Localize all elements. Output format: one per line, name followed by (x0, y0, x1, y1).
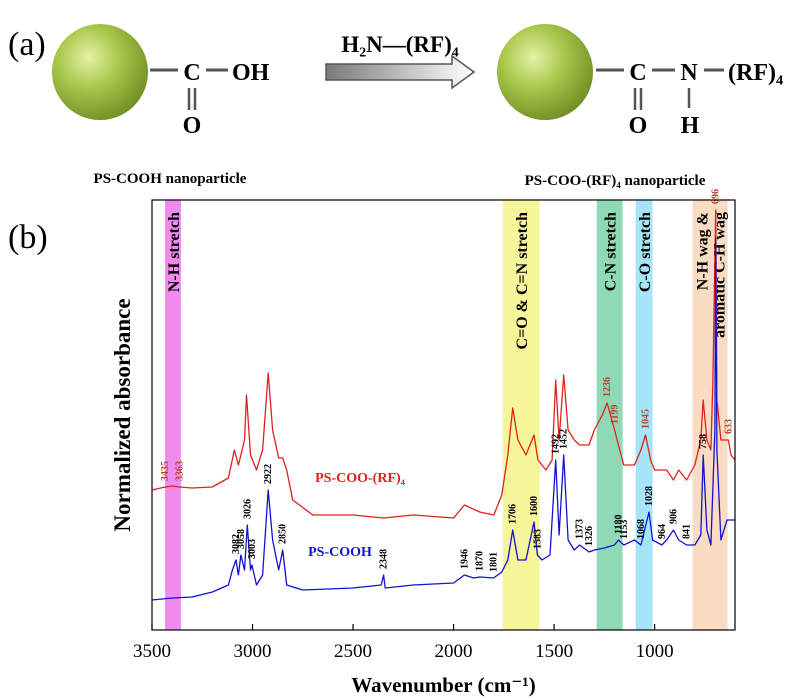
nanoparticle (497, 24, 593, 120)
band (692, 200, 728, 630)
atom: N (680, 60, 698, 86)
peak-label: 3435 (160, 461, 171, 481)
peak-label: 906 (668, 509, 679, 524)
peak-label: 1180 (613, 515, 624, 534)
y-axis-title: Normalized absorbance (110, 298, 135, 531)
peak-label: 1946 (459, 549, 470, 569)
x-axis-title: Wavenumber (cm⁻¹) (351, 673, 535, 697)
peak-label: 1199 (610, 405, 621, 424)
caption: PS-COOH nanoparticle (94, 171, 247, 187)
plot-frame (151, 199, 736, 631)
peak-label: 841 (682, 524, 693, 539)
peak-label: 964 (657, 524, 668, 539)
atom: O (183, 113, 202, 139)
peak-label: 1045 (641, 409, 652, 429)
peak-label: 1492 (551, 434, 562, 454)
peak-label: 1326 (584, 526, 595, 546)
x-tick-label: 1000 (636, 641, 674, 662)
band-label: N-H stretch (166, 212, 183, 292)
peak-label: 3026 (242, 499, 253, 519)
series-label: PS-COOH (308, 545, 372, 560)
atom: (RF)₄ (728, 60, 783, 86)
peak-label: 758 (698, 434, 709, 449)
peak-label: 1452 (559, 429, 570, 449)
peak-label: 1583 (532, 529, 543, 549)
peak-label: 3082 (231, 534, 242, 554)
band-label: C=O & C=N stretch (514, 212, 531, 350)
scheme: (a) C OH O PS-COOH nanoparticle H₂N—(RF)… (8, 24, 783, 189)
band-label: C-O stretch (637, 212, 654, 292)
series-line (151, 209, 736, 519)
caption: PS-COO-(RF)₄ nanoparticle (525, 173, 706, 189)
band-label: N-H wag & (695, 212, 712, 290)
series-label: PS-COO-(RF)₄ (315, 471, 406, 486)
band (165, 200, 181, 630)
reaction-arrow (325, 54, 476, 90)
peak-label: 1373 (575, 519, 586, 539)
peak-label: 2348 (379, 549, 390, 569)
atom: H (681, 113, 700, 139)
peak-label: 3003 (247, 539, 258, 559)
atom: OH (232, 60, 270, 86)
peak-label: 2850 (278, 524, 289, 544)
x-tick-label: 3000 (234, 641, 272, 662)
panel-label: (a) (8, 26, 46, 63)
atom: C (629, 60, 646, 86)
peak-label: 1068 (636, 519, 647, 539)
atom: O (629, 113, 648, 139)
x-tick-label: 2500 (334, 641, 372, 662)
band (502, 200, 540, 630)
peak-label: 1028 (644, 486, 655, 506)
series-line (151, 237, 735, 601)
peak-label: 1236 (602, 377, 613, 397)
nanoparticle (52, 24, 148, 120)
band-label: C-N stretch (603, 212, 620, 291)
band (596, 200, 623, 630)
x-tick-label: 3500 (133, 641, 171, 662)
panel-label: (b) (8, 219, 48, 256)
peak-label: 1706 (508, 504, 519, 524)
x-tick-label: 2000 (435, 641, 473, 662)
band (635, 200, 653, 630)
peak-label: 1801 (489, 552, 500, 572)
peak-label: 696 (711, 189, 722, 204)
peak-label: 1600 (529, 496, 540, 516)
peak-label: 3058 (236, 529, 247, 549)
peak-label: 1870 (475, 551, 486, 571)
peak-label: 2922 (263, 464, 274, 484)
plot: N-H stretch C=O & C=N stretch C-N stretch C… (110, 189, 736, 697)
atom: C (183, 60, 200, 86)
peak-label: 1153 (619, 520, 630, 539)
x-tick-label: 1500 (535, 641, 573, 662)
reagent: H₂N—(RF)₄ (341, 32, 458, 57)
peak-label: 3363 (175, 461, 186, 481)
peak-label: 633 (723, 419, 734, 434)
